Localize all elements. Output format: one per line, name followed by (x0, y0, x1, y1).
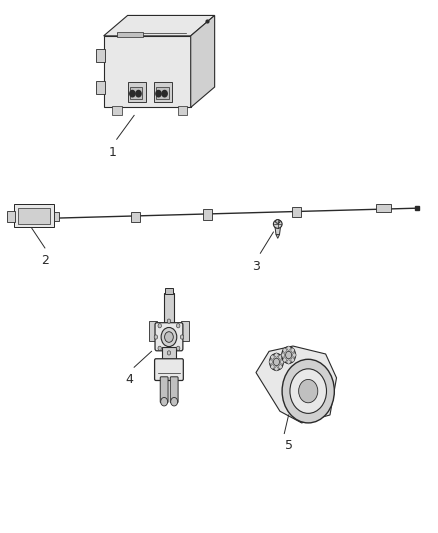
Text: 5: 5 (285, 439, 293, 452)
Circle shape (279, 365, 282, 369)
Circle shape (180, 335, 184, 339)
Circle shape (130, 91, 135, 97)
Polygon shape (104, 15, 215, 36)
Circle shape (177, 324, 180, 328)
FancyBboxPatch shape (149, 320, 157, 341)
Circle shape (161, 398, 168, 406)
FancyBboxPatch shape (96, 81, 106, 94)
Text: 1: 1 (109, 146, 117, 159)
FancyBboxPatch shape (18, 208, 50, 223)
Polygon shape (275, 224, 281, 235)
Circle shape (271, 355, 274, 359)
FancyBboxPatch shape (155, 359, 184, 381)
FancyBboxPatch shape (170, 377, 178, 403)
FancyBboxPatch shape (376, 204, 391, 213)
FancyBboxPatch shape (155, 322, 183, 351)
Circle shape (165, 332, 173, 342)
Circle shape (282, 359, 334, 423)
FancyBboxPatch shape (131, 212, 140, 222)
Circle shape (156, 91, 161, 97)
FancyBboxPatch shape (292, 207, 300, 217)
Circle shape (287, 346, 290, 350)
Circle shape (275, 353, 278, 357)
FancyBboxPatch shape (117, 32, 143, 37)
Circle shape (269, 353, 283, 370)
Circle shape (177, 346, 180, 350)
Circle shape (290, 369, 326, 414)
Polygon shape (276, 235, 279, 238)
FancyBboxPatch shape (154, 82, 172, 102)
Circle shape (286, 351, 292, 359)
FancyBboxPatch shape (127, 82, 146, 102)
Circle shape (171, 398, 178, 406)
Ellipse shape (276, 220, 280, 223)
Ellipse shape (273, 220, 282, 228)
Circle shape (283, 358, 286, 362)
FancyBboxPatch shape (53, 212, 59, 221)
Circle shape (275, 367, 278, 371)
Circle shape (283, 348, 286, 352)
Circle shape (269, 360, 272, 364)
Circle shape (136, 91, 141, 97)
FancyBboxPatch shape (14, 205, 53, 227)
Circle shape (287, 360, 290, 364)
Circle shape (158, 324, 162, 328)
FancyBboxPatch shape (160, 377, 168, 403)
Circle shape (279, 355, 282, 359)
Text: 4: 4 (126, 373, 134, 385)
FancyBboxPatch shape (7, 211, 15, 222)
Circle shape (154, 335, 158, 339)
Circle shape (271, 365, 274, 369)
Text: 2: 2 (41, 254, 49, 268)
FancyBboxPatch shape (96, 49, 106, 62)
Circle shape (281, 353, 285, 357)
Circle shape (299, 379, 318, 403)
Polygon shape (256, 346, 336, 423)
FancyBboxPatch shape (130, 87, 142, 99)
FancyBboxPatch shape (178, 106, 187, 115)
Circle shape (291, 348, 294, 352)
Circle shape (161, 327, 177, 346)
Circle shape (293, 353, 296, 357)
FancyBboxPatch shape (181, 320, 189, 341)
Polygon shape (104, 36, 191, 108)
Polygon shape (191, 15, 215, 108)
FancyBboxPatch shape (164, 293, 174, 327)
Circle shape (273, 358, 279, 366)
Circle shape (158, 346, 162, 350)
Circle shape (282, 346, 296, 364)
Circle shape (162, 91, 167, 97)
FancyBboxPatch shape (156, 87, 169, 99)
FancyBboxPatch shape (165, 288, 173, 294)
Circle shape (167, 351, 171, 355)
FancyBboxPatch shape (203, 209, 212, 220)
Circle shape (280, 360, 284, 364)
FancyBboxPatch shape (113, 106, 122, 115)
Text: 3: 3 (252, 260, 260, 272)
Circle shape (291, 358, 294, 362)
Circle shape (167, 319, 171, 323)
FancyBboxPatch shape (162, 347, 176, 362)
